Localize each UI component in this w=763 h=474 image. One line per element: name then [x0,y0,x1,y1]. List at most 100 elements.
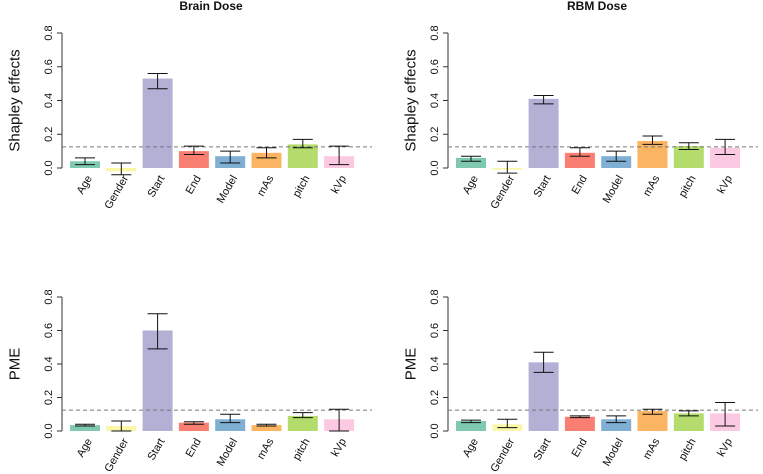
error-bar-age [461,155,481,162]
error-bar-mas [642,408,663,415]
y-tick-label: 0.4 [43,356,55,371]
x-category-label: Model [215,436,240,468]
bar-end [178,422,209,431]
error-bar-model [220,150,241,164]
bar-age [70,425,100,431]
bar-mas [251,152,282,168]
y-tick-label: 0.4 [43,93,55,108]
x-category-label: pitch [291,436,313,462]
error-bar-model [606,415,627,424]
x-category-label: Start [532,173,554,199]
bar-start [528,98,559,168]
error-bar-start [147,73,168,90]
chart-panel-3: PME 0.0 0.2 0.4 0.6 0.8 Age Gender Start End Model… [6,289,372,474]
y-axis-label: PME [6,348,23,381]
y-tick-label: 0.8 [429,289,441,304]
x-category-label: End [184,173,204,196]
bar-age [456,157,486,168]
error-bar-end [183,421,204,425]
y-tick-label: 0.6 [429,59,441,74]
x-category-label: mAs [641,173,663,198]
error-bar-age [461,419,481,424]
x-category-label: pitch [677,436,699,462]
error-bar-kvp [329,145,350,166]
bar-mas [637,410,668,431]
x-category-label: mAs [255,436,277,461]
error-bar-pitch [678,410,699,417]
x-category-label: Age [461,173,481,196]
error-bar-gender [111,420,132,432]
x-category-label: kVp [329,436,349,458]
bar-age [456,420,486,431]
x-category-label: End [570,436,590,459]
error-bar-mas [642,135,663,145]
error-bar-start [533,94,554,105]
y-tick-label: 0.6 [43,59,55,74]
y-tick-label: 0.8 [43,25,55,40]
y-tick-label: 0.6 [43,323,55,338]
error-bar-pitch [292,412,313,419]
y-tick-label: 0.6 [429,323,441,338]
bar-start [528,362,559,431]
bar-model [601,419,632,431]
x-category-label: kVp [329,173,349,195]
x-category-label: pitch [677,173,699,199]
bar-pitch [287,144,318,168]
y-tick-label: 0.4 [429,93,441,108]
error-bar-kvp [329,408,350,432]
bar-start [142,78,173,168]
bar-pitch [673,146,704,168]
bar-end [564,416,595,431]
x-category-label: mAs [641,436,663,461]
bar-model [215,419,246,431]
x-category-label: Gender [488,436,517,474]
error-bar-gender [111,162,132,176]
y-tick-label: 0.2 [429,390,441,405]
x-category-label: Model [601,173,626,205]
error-bar-end [569,147,590,157]
chart-panel-1: Brain Dose Shapley effects 0.0 0.2 0.4 0.6 0.8… [6,0,372,211]
x-category-label: Model [215,173,240,205]
bar-pitch [673,413,704,431]
error-bar-model [220,413,241,424]
x-category-label: Gender [102,173,131,211]
error-bar-age [75,157,95,166]
y-tick-label: 0.4 [429,356,441,371]
x-category-label: Gender [488,173,517,211]
y-tick-label: 0.0 [43,423,55,438]
x-category-label: End [570,173,590,196]
x-category-label: Model [601,436,626,468]
y-tick-label: 0.8 [43,289,55,304]
x-category-label: Start [146,436,168,462]
y-tick-label: 0.0 [43,160,55,175]
bar-mas [637,141,668,168]
bar-kvp [710,147,741,168]
x-category-label: Start [532,436,554,462]
error-bar-gender [497,418,518,429]
bar-end [178,151,209,168]
chart-title: RBM Dose [567,0,627,13]
chart-panel-2: RBM Dose Shapley effects 0.0 0.2 0.4 0.6 0.8 Ag… [402,0,758,211]
error-bar-start [533,351,554,373]
y-tick-label: 0.0 [429,160,441,175]
error-bar-start [147,313,168,350]
y-axis-label: Shapley effects [402,49,419,151]
panels: Brain Dose Shapley effects 0.0 0.2 0.4 0.6 0.8… [6,0,758,474]
error-bar-pitch [678,142,699,150]
error-bar-age [75,423,95,427]
error-bar-pitch [292,138,313,149]
y-tick-label: 0.2 [429,127,441,142]
bar-pitch [287,415,318,431]
x-category-label: Age [461,436,481,459]
y-tick-label: 0.8 [429,25,441,40]
error-bar-mas [256,147,277,159]
y-tick-label: 0.2 [43,390,55,405]
x-category-label: kVp [715,436,735,458]
bar-model [601,156,632,168]
error-bar-end [569,415,590,419]
y-tick-label: 0.2 [43,127,55,142]
bar-mas [251,425,282,431]
x-category-label: mAs [255,173,277,198]
x-category-label: kVp [715,173,735,195]
